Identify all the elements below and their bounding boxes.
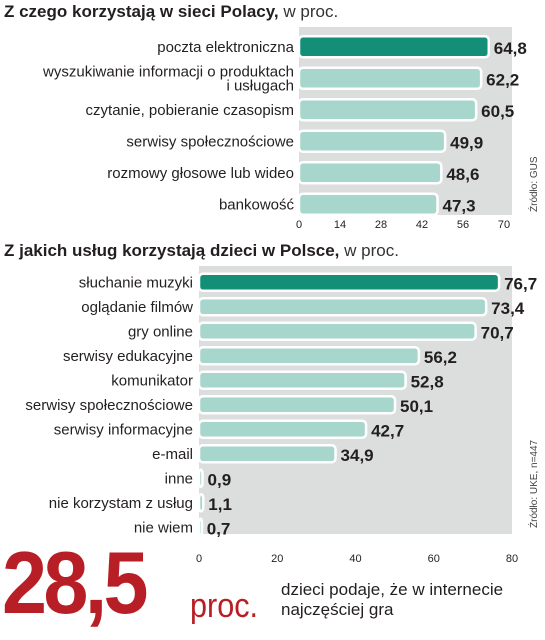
chart2-value-label: 52,8 <box>411 372 444 391</box>
chart2-value-label: 0,9 <box>208 470 232 489</box>
chart1-tick-label: 0 <box>296 219 302 231</box>
chart1-category-label: wyszukiwanie informacji o produktach <box>42 63 294 80</box>
chart1-value-label: 64,8 <box>494 39 527 58</box>
chart2-category-label: komunikator <box>111 372 193 389</box>
headline-caption-line2: najczęściej gra <box>281 599 394 619</box>
chart1-tick-label: 28 <box>375 219 387 231</box>
chart2-value-label: 1,1 <box>208 495 232 514</box>
chart1-tick-label: 56 <box>457 219 469 231</box>
chart2-tick-label: 40 <box>349 553 361 565</box>
chart2-bar <box>197 297 488 317</box>
chart2-bar <box>197 272 501 292</box>
chart2-bar <box>197 419 368 439</box>
chart1-value-label: 47,3 <box>443 196 476 215</box>
chart2-bar <box>197 370 407 390</box>
chart2-category-label: słuchanie muzyki <box>79 274 193 291</box>
chart1-category-label: i usługach <box>226 77 294 94</box>
chart2-category-label: nie wiem <box>134 519 193 536</box>
chart2-bar <box>197 493 205 513</box>
chart2-value-label: 42,7 <box>371 421 404 440</box>
chart2-category-label: serwisy społecznościowe <box>25 397 193 414</box>
chart1-value-label: 48,6 <box>446 165 479 184</box>
chart2-category-label: e-mail <box>152 446 193 463</box>
chart1-tick-label: 14 <box>334 219 346 231</box>
chart2-value-label: 0,7 <box>207 519 231 538</box>
chart1-category-label: poczta elektroniczna <box>157 39 294 56</box>
chart2-tick-label: 0 <box>196 553 202 565</box>
chart1-category-label: rozmowy głosowe lub wideo <box>107 165 294 182</box>
chart2-title: Z jakich usług korzystają dzieci w Polsc… <box>4 241 399 260</box>
chart2-subtitle: w proc. <box>344 241 399 260</box>
chart2-bar <box>197 346 421 366</box>
chart1-category-label: bankowość <box>219 196 295 213</box>
chart1-bar <box>297 161 443 185</box>
chart1-title: Z czego korzystają w sieci Polacy, w pro… <box>4 2 339 21</box>
chart1-tick-label: 70 <box>498 219 510 231</box>
chart2-tick-label: 60 <box>428 553 440 565</box>
chart2-value-label: 50,1 <box>400 397 433 416</box>
headline-unit: proc. <box>190 587 259 625</box>
chart1-category-label: czytanie, pobieranie czasopism <box>86 102 294 119</box>
chart1-subtitle: w proc. <box>283 2 339 21</box>
chart2-category-label: gry online <box>128 323 193 340</box>
chart2-category-label: oglądanie filmów <box>81 299 193 316</box>
chart2-bar <box>197 468 204 488</box>
chart2-value-label: 70,7 <box>481 323 514 342</box>
chart1-bar <box>297 98 478 122</box>
chart2-bar <box>197 517 204 537</box>
chart2-tick-label: 80 <box>506 553 518 565</box>
chart2-value-label: 76,7 <box>504 274 537 293</box>
chart2-bar <box>197 444 337 464</box>
chart2-category-label: inne <box>165 470 193 487</box>
headline-caption-line1: dzieci podaje, że w internecie <box>281 580 504 599</box>
chart1-bar <box>297 66 483 90</box>
chart2-bar <box>197 395 397 415</box>
chart2-category-label: serwisy edukacyjne <box>63 348 193 365</box>
chart2-category-label: serwisy informacyjne <box>54 421 193 438</box>
chart2-bar <box>197 321 477 341</box>
chart2-category-label: nie korzystam z usług <box>49 495 193 512</box>
chart1-value-label: 62,2 <box>486 70 519 89</box>
chart1-tick-label: 42 <box>416 219 428 231</box>
chart2-value-label: 34,9 <box>341 446 374 465</box>
chart1-value-label: 60,5 <box>481 102 514 121</box>
chart1-bar <box>297 35 491 59</box>
headline-value: 28,5 <box>2 533 149 632</box>
chart1-bar <box>297 192 439 216</box>
chart1-category-label: serwisy społecznościowe <box>126 133 294 150</box>
chart2-value-label: 56,2 <box>424 348 457 367</box>
headline-caption: dzieci podaje, że w internecie najczęści… <box>281 580 503 619</box>
chart2-value-label: 73,4 <box>491 299 525 318</box>
chart2-tick-label: 20 <box>271 553 283 565</box>
chart1-value-label: 49,9 <box>450 133 483 152</box>
chart1-bar <box>297 129 447 153</box>
